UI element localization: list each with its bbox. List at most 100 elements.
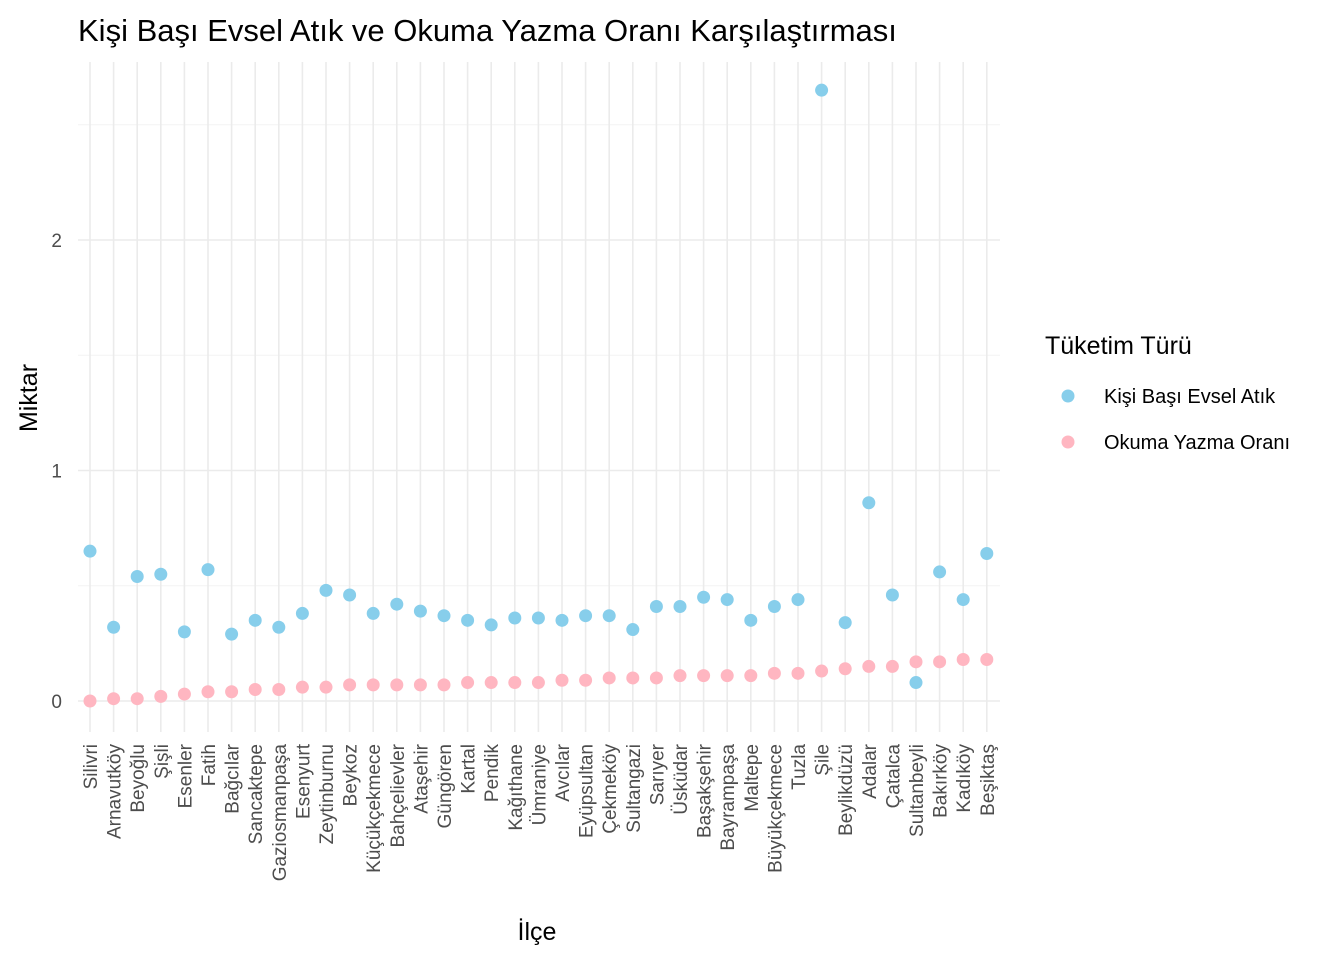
point-okuma-yazma-orani-pendik — [484, 676, 498, 690]
x-tick-label: Sultangazi — [624, 744, 645, 833]
x-tick-label: Kartal — [459, 744, 480, 794]
point-kisi-basi-evsel-atik-beylikduzu — [838, 616, 852, 630]
x-tick-label: Arnavutköy — [105, 744, 126, 840]
x-tick-label: Sarıyer — [647, 743, 668, 805]
x-tick-label: Pendik — [482, 744, 503, 803]
point-okuma-yazma-orani-kadikoy — [956, 653, 970, 667]
point-kisi-basi-evsel-atik-eyupsultan — [579, 609, 593, 623]
legend-label-kisi-basi-evsel-atik: Kişi Başı Evsel Atık — [1104, 386, 1276, 408]
point-kisi-basi-evsel-atik-pendik — [484, 618, 498, 632]
point-okuma-yazma-orani-sile — [815, 664, 829, 678]
x-tick-label: Büyükçekmece — [765, 744, 786, 873]
x-axis-ticks: Silivri Arnavutköy Beyoğlu Şişli Esenler Fati… — [81, 743, 999, 881]
point-kisi-basi-evsel-atik-basaksehir — [697, 590, 711, 604]
x-tick-label: Eyüpsultan — [577, 744, 598, 838]
point-okuma-yazma-orani-gungoren — [437, 678, 451, 692]
point-kisi-basi-evsel-atik-uskudar — [673, 599, 687, 613]
point-kisi-basi-evsel-atik-umraniye — [531, 611, 545, 625]
point-kisi-basi-evsel-atik-buyukcekmece — [767, 599, 781, 613]
legend-label-okuma-yazma-orani: Okuma Yazma Oranı — [1104, 432, 1290, 454]
point-okuma-yazma-orani-sariyer — [649, 671, 663, 685]
point-kisi-basi-evsel-atik-avcilar — [555, 613, 569, 627]
point-kisi-basi-evsel-atik-sancaktepe — [248, 613, 262, 627]
y-axis-title: Miktar — [15, 364, 43, 432]
point-kisi-basi-evsel-atik-zeytinburnu — [319, 583, 333, 597]
point-kisi-basi-evsel-atik-beykoz — [343, 588, 357, 602]
point-okuma-yazma-orani-tuzla — [791, 666, 805, 680]
x-tick-label: Küçükçekmece — [364, 744, 385, 873]
point-okuma-yazma-orani-umraniye — [531, 676, 545, 690]
x-tick-label: Ataşehir — [411, 743, 432, 813]
point-kisi-basi-evsel-atik-arnavutkoy — [107, 620, 121, 634]
point-kisi-basi-evsel-atik-kucukcekmece — [366, 606, 380, 620]
y-tick-label: 0 — [51, 692, 62, 713]
chart-title: Kişi Başı Evsel Atık ve Okuma Yazma Oran… — [78, 13, 897, 48]
x-tick-label: Üsküdar — [671, 743, 692, 814]
x-tick-label: Fatih — [199, 744, 220, 786]
point-okuma-yazma-orani-catalca — [885, 659, 899, 673]
point-okuma-yazma-orani-esenler — [177, 687, 191, 701]
legend-key-kisi-basi-evsel-atik — [1061, 389, 1075, 403]
x-tick-label: Beyoğlu — [128, 744, 149, 813]
x-tick-label: Tuzla — [789, 744, 810, 790]
point-okuma-yazma-orani-bagcilar — [225, 685, 239, 699]
point-kisi-basi-evsel-atik-gaziosmanpasa — [272, 620, 286, 634]
point-okuma-yazma-orani-kartal — [461, 676, 475, 690]
x-tick-label: Gaziosmanpaşa — [270, 744, 291, 882]
point-okuma-yazma-orani-avcilar — [555, 673, 569, 687]
x-tick-label: Kağıthane — [506, 744, 527, 831]
legend-key-okuma-yazma-orani — [1061, 435, 1075, 449]
legend: Tüketim Türü Kişi Başı Evsel Atık Okuma … — [1045, 332, 1290, 454]
point-okuma-yazma-orani-sancaktepe — [248, 682, 262, 696]
point-okuma-yazma-orani-kagithane — [508, 676, 522, 690]
series-kisi-basi-evsel-atik — [83, 83, 994, 690]
series-okuma-yazma-orani — [83, 653, 994, 708]
x-tick-label: Çatalca — [883, 744, 904, 809]
point-kisi-basi-evsel-atik-kadikoy — [956, 593, 970, 607]
grid-lines — [78, 62, 1000, 732]
point-okuma-yazma-orani-kucukcekmece — [366, 678, 380, 692]
point-kisi-basi-evsel-atik-tuzla — [791, 593, 805, 607]
point-okuma-yazma-orani-bahcelievler — [390, 678, 404, 692]
x-tick-label: Sultanbeyli — [907, 744, 928, 837]
x-tick-label: Bahçelievler — [388, 743, 409, 847]
y-tick-label: 2 — [51, 231, 62, 252]
point-okuma-yazma-orani-maltepe — [744, 669, 758, 683]
point-okuma-yazma-orani-sisli — [154, 689, 168, 703]
x-tick-label: Beşiktaş — [978, 744, 999, 816]
point-okuma-yazma-orani-adalar — [862, 659, 876, 673]
point-kisi-basi-evsel-atik-kagithane — [508, 611, 522, 625]
x-tick-label: Başakşehir — [695, 743, 716, 838]
point-kisi-basi-evsel-atik-sile — [815, 83, 829, 97]
point-kisi-basi-evsel-atik-kartal — [461, 613, 475, 627]
x-tick-label: Bağcılar — [223, 743, 244, 813]
x-tick-label: Güngören — [435, 744, 456, 829]
point-okuma-yazma-orani-arnavutkoy — [107, 692, 121, 706]
x-tick-label: Kadıköy — [954, 744, 975, 813]
point-kisi-basi-evsel-atik-beyoglu — [130, 570, 144, 584]
x-tick-label: Silivri — [81, 744, 102, 789]
data-points — [83, 83, 994, 708]
point-okuma-yazma-orani-besiktas — [980, 653, 994, 667]
x-tick-label: Bakırköy — [931, 744, 952, 818]
point-kisi-basi-evsel-atik-sultangazi — [626, 623, 640, 637]
point-kisi-basi-evsel-atik-sisli — [154, 567, 168, 581]
point-okuma-yazma-orani-sultangazi — [626, 671, 640, 685]
point-kisi-basi-evsel-atik-gungoren — [437, 609, 451, 623]
x-tick-label: Ümraniye — [529, 744, 550, 825]
point-kisi-basi-evsel-atik-adalar — [862, 496, 876, 510]
point-okuma-yazma-orani-buyukcekmece — [767, 666, 781, 680]
point-okuma-yazma-orani-esenyurt — [295, 680, 309, 694]
point-okuma-yazma-orani-silivri — [83, 694, 97, 708]
point-kisi-basi-evsel-atik-bakirkoy — [933, 565, 947, 579]
x-tick-label: Sancaktepe — [246, 744, 267, 844]
y-tick-label: 1 — [51, 462, 62, 483]
point-okuma-yazma-orani-beyoglu — [130, 692, 144, 706]
point-okuma-yazma-orani-atasehir — [413, 678, 427, 692]
point-okuma-yazma-orani-fatih — [201, 685, 215, 699]
point-okuma-yazma-orani-basaksehir — [697, 669, 711, 683]
point-okuma-yazma-orani-eyupsultan — [579, 673, 593, 687]
point-kisi-basi-evsel-atik-bahcelievler — [390, 597, 404, 611]
x-tick-label: Avcılar — [553, 743, 574, 801]
